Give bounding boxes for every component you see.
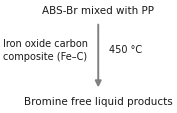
Text: 450 °C: 450 °C — [109, 45, 142, 55]
Text: ABS-Br mixed with PP: ABS-Br mixed with PP — [42, 6, 154, 16]
Text: Bromine free liquid products: Bromine free liquid products — [24, 96, 173, 106]
Text: Iron oxide carbon
composite (Fe–C): Iron oxide carbon composite (Fe–C) — [3, 38, 88, 61]
